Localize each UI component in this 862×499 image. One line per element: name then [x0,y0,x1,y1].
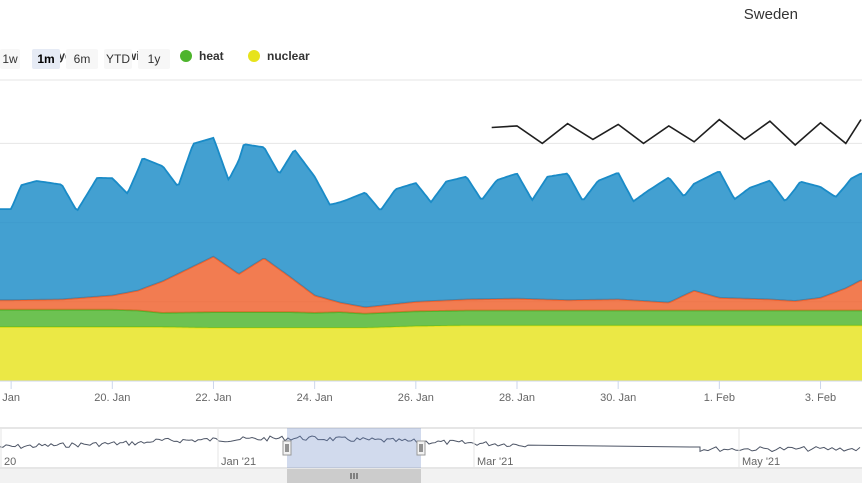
range-button-1w[interactable]: 1w [0,49,20,69]
area-nuclear [0,325,862,381]
navigator-label: May '21 [742,456,780,468]
range-button-1m[interactable]: 1m [32,49,60,69]
area-heat [0,309,862,328]
line-total [491,118,862,147]
navigator-window [287,428,421,468]
navigator-handle [282,440,292,456]
navigator-series [0,435,861,453]
area-hydro [0,137,862,308]
x-tick-label: 22. Jan [195,392,231,404]
x-tick-label: 26. Jan [398,392,434,404]
scrollbar-track [0,469,862,483]
navigator-label: Jan '21 [221,456,256,468]
area-wind [0,256,862,314]
nuclear-dot-icon [248,50,260,62]
x-tick-label: 20. Jan [94,392,130,404]
x-axis: Jan 20. Jan 22. Jan 24. Jan 26. Jan 28. Jan 30… [0,380,862,404]
x-tick-label: Jan [2,392,20,404]
area-series [0,118,862,381]
range-button-1y[interactable]: 1y [138,49,170,69]
x-tick-label: 30. Jan [600,392,636,404]
x-tick-label: 28. Jan [499,392,535,404]
range-button-6m[interactable]: 6m [66,49,98,69]
navigator[interactable]: 20 Jan '21 Mar '21 May '21 [0,427,862,483]
legend-item-nuclear[interactable]: nuclear [248,46,310,66]
legend-item-heat[interactable]: heat [180,46,224,66]
navigator-label: Mar '21 [477,456,513,468]
region-title: Sweden [743,6,798,23]
navigator-label: 20 [4,456,16,468]
range-button-ytd[interactable]: YTD [104,49,132,69]
navigator-handle [416,440,426,456]
heat-dot-icon [180,50,192,62]
x-tick-label: 3. Feb [805,392,836,404]
line-hydro [0,136,862,212]
x-tick-label: 24. Jan [297,392,333,404]
x-tick-label: 1. Feb [704,392,735,404]
